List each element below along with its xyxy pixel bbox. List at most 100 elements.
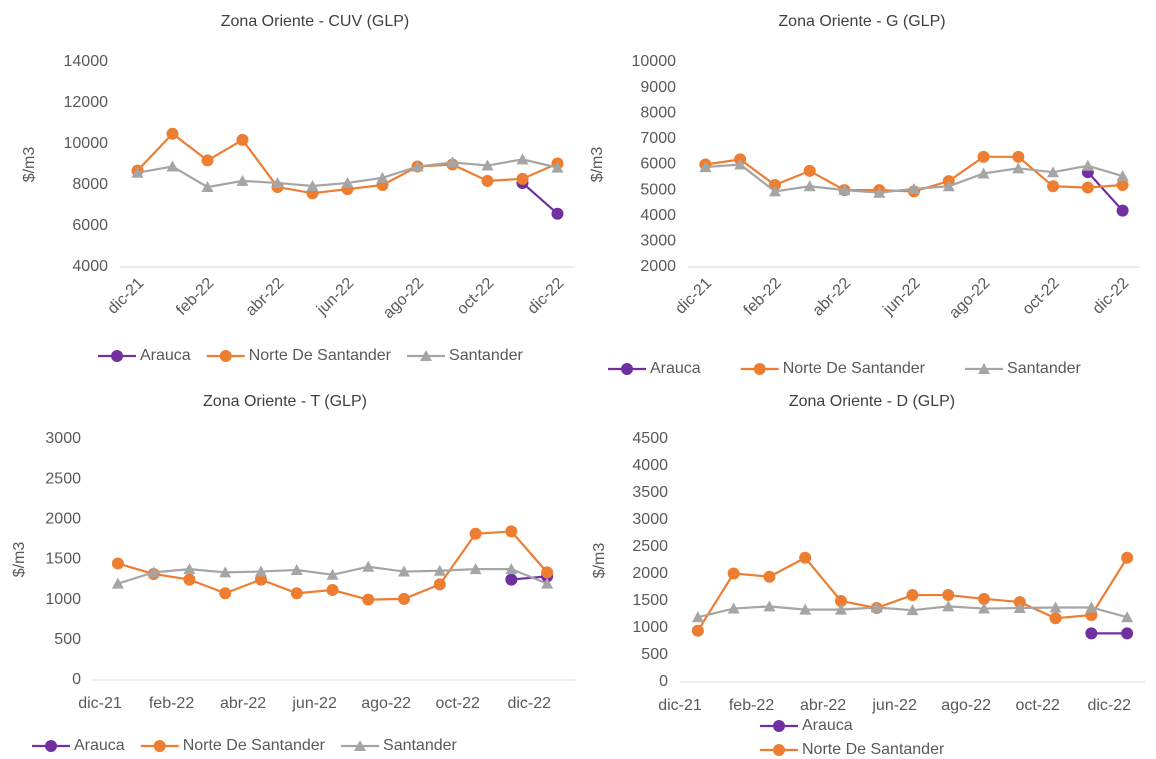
series-line	[521, 182, 559, 215]
y-axis-label: $/m3	[11, 542, 28, 578]
chart: Zona Oriente - G (GLP) $/m3 2000 3000 4000 50…	[589, 13, 1140, 377]
marker	[1116, 204, 1129, 217]
marker	[131, 166, 144, 178]
x-tick-label: oct-22	[1015, 697, 1060, 714]
marker	[306, 180, 319, 192]
y-tick-label: 2000	[45, 511, 81, 528]
marker	[908, 182, 920, 194]
marker	[753, 363, 766, 375]
marker	[219, 566, 232, 578]
marker	[551, 161, 564, 173]
y-tick-label: 1500	[632, 592, 668, 609]
y-axis-label: $/m3	[591, 543, 608, 579]
marker	[516, 153, 529, 165]
marker	[1116, 179, 1129, 191]
marker	[469, 527, 482, 540]
legend-label: Arauca	[802, 717, 853, 734]
marker	[834, 595, 847, 607]
marker	[1116, 170, 1129, 182]
marker	[942, 180, 955, 192]
marker	[505, 573, 518, 586]
marker	[354, 740, 367, 751]
x-tick-label: abr-22	[220, 695, 266, 712]
marker	[236, 133, 249, 146]
y-tick-label: 2500	[632, 538, 668, 555]
marker	[1121, 551, 1134, 564]
marker	[942, 600, 955, 612]
x-tick-label: abr-22	[800, 697, 846, 714]
legend-label: Norte De Santander	[249, 347, 392, 364]
marker	[773, 744, 785, 756]
marker	[551, 207, 564, 220]
y-tick-label: 6000	[72, 217, 108, 234]
marker	[326, 584, 339, 597]
marker	[398, 565, 411, 577]
marker	[516, 172, 529, 185]
marker	[147, 566, 160, 578]
x-tick-label: ago-22	[361, 695, 411, 712]
legend-label: Santander	[383, 737, 458, 754]
marker	[505, 525, 518, 538]
chart-title: Zona Oriente - G (GLP)	[778, 13, 945, 30]
marker	[873, 186, 886, 198]
marker	[803, 164, 816, 177]
marker	[727, 602, 740, 614]
y-tick-label: 0	[659, 673, 668, 690]
marker	[326, 568, 339, 580]
marker	[111, 577, 124, 589]
x-tick-label: dic-21	[78, 695, 122, 712]
x-tick-label: jun-22	[291, 695, 337, 712]
marker	[838, 184, 851, 196]
marker	[1121, 611, 1134, 623]
legend-label: Arauca	[74, 737, 125, 754]
chart-title: Zona Oriente - D (GLP)	[789, 393, 955, 410]
marker	[236, 174, 249, 186]
marker	[1047, 166, 1060, 178]
x-tick-label: dic-22	[1087, 697, 1131, 714]
marker	[727, 567, 740, 580]
y-tick-label: 3000	[632, 511, 668, 528]
chart-title: Zona Oriente - T (GLP)	[203, 393, 367, 410]
x-tick-label: jun-22	[313, 275, 357, 319]
y-tick-label: 10000	[632, 53, 677, 70]
chart: Zona Oriente - CUV (GLP) $/m3 4000 6000 8000…	[21, 13, 575, 364]
marker	[1012, 162, 1025, 174]
y-tick-label: 3000	[45, 430, 81, 447]
y-tick-label: 1500	[45, 551, 81, 568]
marker	[433, 564, 446, 576]
marker	[621, 363, 633, 375]
x-tick-label: abr-22	[243, 275, 288, 320]
marker	[906, 604, 919, 616]
marker	[254, 573, 267, 586]
marker	[834, 603, 847, 615]
y-tick-label: 4000	[640, 207, 676, 224]
marker	[699, 161, 712, 173]
x-tick-label: jun-22	[871, 697, 917, 714]
legend-label: Arauca	[140, 347, 191, 364]
y-tick-label: 4500	[632, 430, 668, 447]
marker	[1081, 181, 1094, 194]
marker	[977, 150, 990, 163]
marker	[481, 174, 494, 187]
legend-label: Arauca	[650, 360, 701, 377]
marker	[763, 600, 776, 612]
marker	[153, 740, 166, 752]
y-tick-label: 1000	[632, 619, 668, 636]
x-tick-label: dic-21	[658, 697, 702, 714]
y-tick-label: 12000	[64, 94, 109, 111]
x-tick-label: jun-22	[880, 275, 924, 319]
x-tick-label: oct-22	[1019, 275, 1063, 319]
x-tick-label: dic-22	[1090, 275, 1133, 318]
marker	[111, 557, 124, 570]
marker	[446, 156, 459, 168]
chart: Zona Oriente - T (GLP) $/m3 0 500 1000 1500 20…	[11, 393, 575, 754]
legend-label: Norte De Santander	[183, 737, 326, 754]
marker	[219, 587, 232, 600]
y-tick-label: 4000	[632, 457, 668, 474]
y-tick-label: 500	[54, 631, 81, 648]
x-tick-label: feb-22	[741, 275, 785, 319]
y-tick-label: 4000	[72, 258, 108, 275]
x-tick-label: dic-21	[672, 275, 715, 318]
marker	[1049, 601, 1062, 613]
